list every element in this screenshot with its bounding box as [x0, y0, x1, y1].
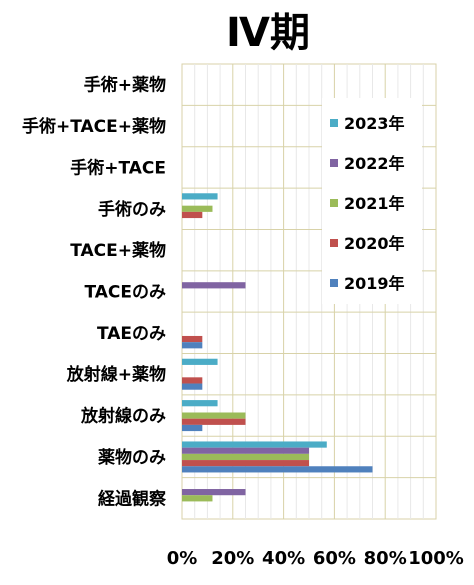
- category-label: 経過観察: [98, 488, 167, 509]
- x-tick-label: 100%: [408, 548, 464, 569]
- legend-label: 2021年: [344, 194, 405, 213]
- x-tick-label: 60%: [313, 548, 356, 569]
- bar: [182, 193, 218, 200]
- bar: [182, 282, 246, 289]
- bar: [182, 383, 203, 390]
- x-tick-label: 0%: [167, 548, 198, 569]
- category-label: 放射線+薬物: [66, 364, 166, 385]
- legend-label: 2022年: [344, 154, 405, 173]
- category-label: 手術+薬物: [84, 75, 166, 96]
- bar: [182, 205, 213, 212]
- bar: [182, 489, 246, 496]
- bar: [182, 418, 246, 425]
- category-label: TACE+薬物: [70, 240, 166, 261]
- legend-swatch: [330, 199, 338, 207]
- category-label: 手術のみ: [98, 199, 166, 220]
- bars: [182, 193, 373, 502]
- bar: [182, 412, 246, 419]
- legend-label: 2020年: [344, 234, 405, 253]
- legend-swatch: [330, 279, 338, 287]
- bar: [182, 447, 309, 454]
- bar: [182, 460, 309, 467]
- bar: [182, 211, 203, 219]
- bar: [182, 453, 309, 461]
- chart-title: Ⅳ期: [226, 10, 310, 56]
- category-label: TAEのみ: [97, 324, 166, 344]
- legend-swatch: [330, 239, 338, 247]
- bar: [182, 441, 327, 448]
- category-label: 手術+TACE: [70, 157, 166, 178]
- x-tick-label: 40%: [262, 548, 305, 569]
- category-label: 薬物のみ: [98, 447, 166, 468]
- bar: [182, 335, 203, 343]
- x-tick-label: 20%: [211, 548, 254, 569]
- bar: [182, 400, 218, 407]
- bar: [182, 377, 203, 384]
- bar: [182, 495, 213, 502]
- legend-swatch: [330, 119, 338, 127]
- legend-box: [322, 98, 422, 304]
- legend: 2023年 2022年 2021年 2020年 2019年: [322, 98, 422, 304]
- legend-label: 2023年: [344, 114, 405, 133]
- x-tick-labels: 0% 20% 40% 60% 80% 100%: [167, 548, 464, 569]
- bar: [182, 358, 218, 365]
- bar: [182, 424, 203, 432]
- category-label: 手術+TACE+薬物: [22, 116, 166, 137]
- category-label: TACEのみ: [84, 283, 166, 303]
- bar: [182, 342, 203, 349]
- legend-swatch: [330, 159, 338, 167]
- bar: [182, 466, 373, 473]
- legend-label: 2019年: [344, 274, 405, 293]
- x-tick-label: 80%: [364, 548, 407, 569]
- category-label: 放射線のみ: [80, 406, 166, 427]
